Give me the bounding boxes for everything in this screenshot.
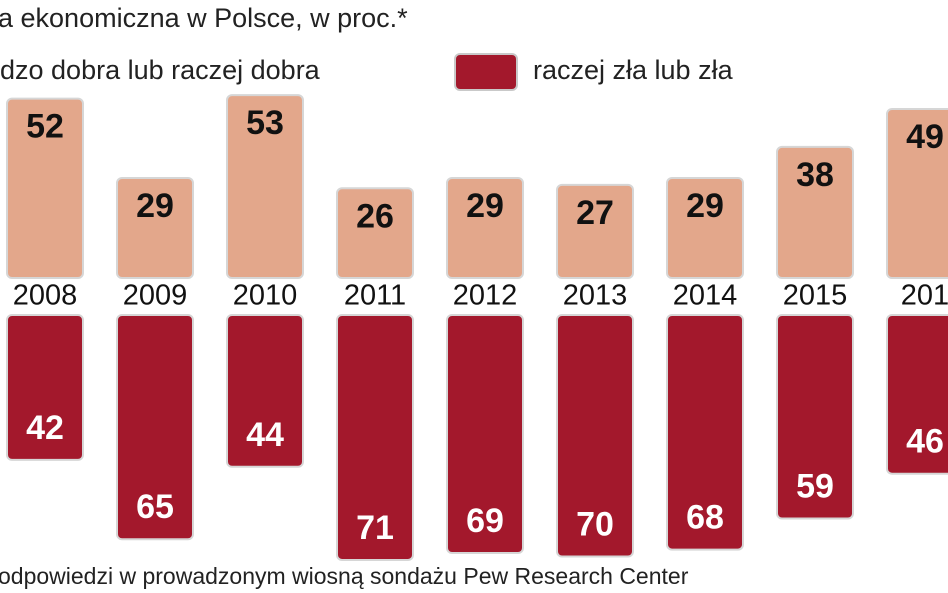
x-tick-label: 2014 xyxy=(673,280,738,312)
value-label: 27 xyxy=(576,194,614,232)
legend-label: raczej zła lub zła xyxy=(533,55,734,85)
bar xyxy=(226,94,304,280)
value-label: 38 xyxy=(796,156,834,194)
value-label: 59 xyxy=(796,468,834,506)
value-label: 29 xyxy=(466,187,504,225)
x-tick-label: 2010 xyxy=(233,280,298,312)
value-label: 68 xyxy=(686,499,724,537)
value-label: 46 xyxy=(906,423,944,461)
bar xyxy=(886,107,948,279)
bar xyxy=(116,176,194,279)
bar xyxy=(556,183,634,280)
value-label: 44 xyxy=(246,416,284,454)
value-label: 49 xyxy=(906,118,944,156)
bar xyxy=(446,176,524,279)
bar xyxy=(116,314,194,541)
value-label: 69 xyxy=(466,502,504,540)
footnote: odpowiedzi w prowadzonym wiosną sondażu … xyxy=(0,563,689,589)
x-tick-label: 2013 xyxy=(563,280,628,312)
bar xyxy=(336,314,414,561)
value-label: 70 xyxy=(576,505,614,543)
value-label: 42 xyxy=(26,409,64,447)
x-tick-label: 2015 xyxy=(783,280,848,312)
x-tick-label: 201 xyxy=(901,280,948,312)
x-tick-label: 2012 xyxy=(453,280,518,312)
bar xyxy=(446,314,524,555)
x-tick-label: 2008 xyxy=(13,280,78,312)
x-tick-label: 2009 xyxy=(123,280,188,312)
legend-swatch xyxy=(454,53,518,91)
value-label: 26 xyxy=(356,197,394,235)
bar xyxy=(226,314,304,468)
bar xyxy=(776,314,854,520)
legend-label: dzo dobra lub raczej dobra xyxy=(0,55,321,85)
bar xyxy=(886,314,948,475)
value-label: 29 xyxy=(686,187,724,225)
bar xyxy=(6,314,84,461)
bar xyxy=(6,97,84,279)
bar xyxy=(666,176,744,279)
value-label: 53 xyxy=(246,104,284,142)
x-tick-label: 2011 xyxy=(344,280,406,312)
chart-title: a ekonomiczna w Polsce, w proc.* xyxy=(0,3,408,33)
bar xyxy=(666,314,744,551)
value-label: 52 xyxy=(26,108,64,146)
value-label: 65 xyxy=(136,488,174,526)
value-label: 71 xyxy=(356,509,394,547)
bar xyxy=(776,145,854,279)
value-label: 29 xyxy=(136,187,174,225)
bar xyxy=(556,314,634,558)
bar xyxy=(336,187,414,279)
